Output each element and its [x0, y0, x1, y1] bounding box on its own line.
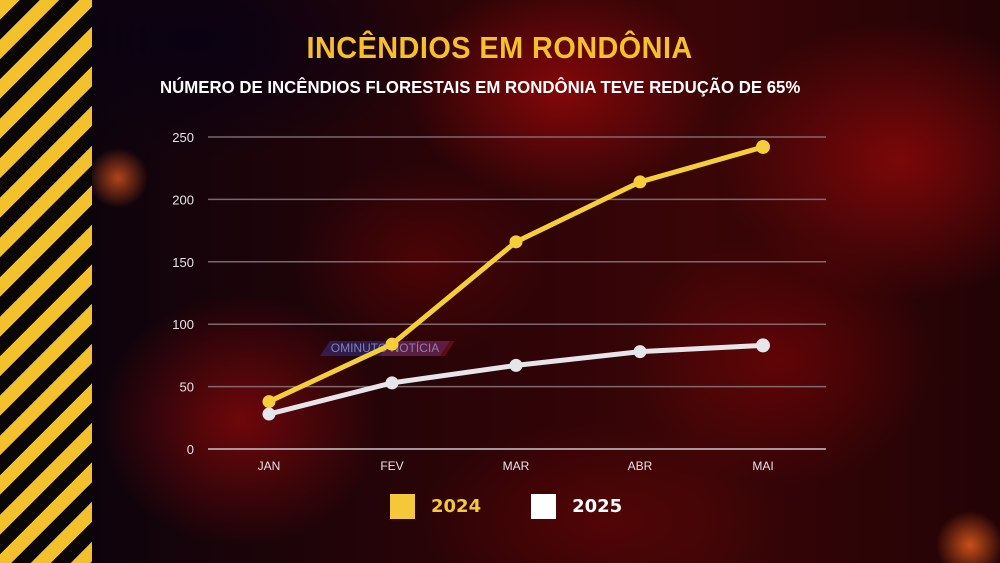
x-tick-label: FEV	[380, 459, 403, 473]
y-tick-label: 100	[172, 317, 194, 332]
y-tick-label: 50	[180, 380, 194, 395]
chart-title: INCÊNDIOS EM RONDÔNIA	[306, 30, 694, 65]
series-2025	[262, 338, 770, 421]
data-point	[509, 235, 523, 249]
legend-label-2025: 2025	[572, 496, 623, 517]
data-point	[262, 395, 276, 409]
legend-item-2025: 2025	[531, 494, 622, 519]
x-tick-label: ABR	[628, 459, 653, 473]
x-tick-label: JAN	[258, 459, 281, 473]
data-point	[756, 139, 770, 154]
y-tick-label: 150	[172, 255, 194, 270]
x-tick-label: MAR	[503, 459, 530, 473]
y-tick-label: 250	[172, 130, 194, 145]
gridlines	[208, 136, 826, 450]
legend-label-2024: 2024	[431, 496, 482, 517]
y-axis-ticks: 0 50 100 150 200 250	[172, 130, 194, 457]
data-series	[262, 139, 770, 421]
legend-swatch-2024	[390, 494, 415, 519]
data-point	[262, 407, 276, 421]
legend-item-2024: 2024	[390, 494, 481, 519]
legend: 2024 2025	[390, 494, 672, 519]
legend-swatch-2025	[531, 494, 557, 519]
hazard-stripes	[0, 0, 92, 563]
data-point	[509, 358, 523, 372]
data-point	[756, 338, 770, 353]
data-point	[385, 376, 399, 390]
series-2024	[262, 139, 770, 409]
data-point	[633, 175, 647, 189]
x-axis-ticks: JAN FEV MAR ABR MAI	[258, 459, 774, 473]
x-tick-label: MAI	[752, 459, 773, 473]
y-tick-label: 0	[187, 442, 194, 457]
data-point	[633, 345, 647, 359]
chart-subtitle: NÚMERO DE INCÊNDIOS FLORESTAIS EM RONDÔN…	[160, 77, 801, 97]
y-tick-label: 200	[172, 192, 194, 207]
data-point	[385, 337, 399, 351]
